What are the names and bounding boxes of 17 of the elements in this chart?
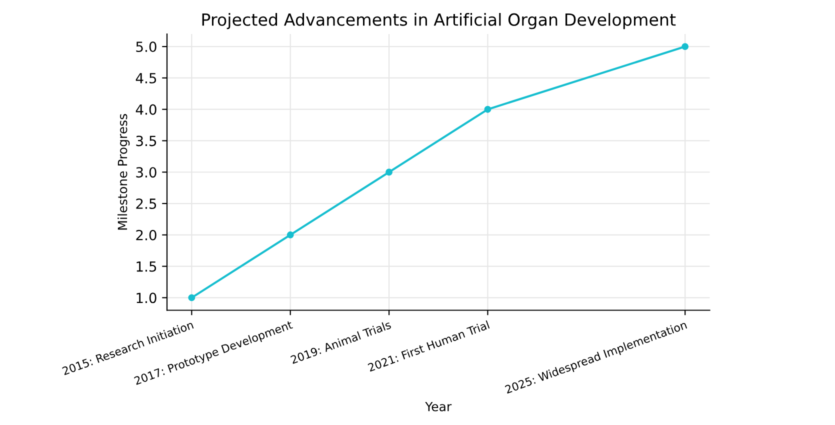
y-tick-label: 5.0 (136, 42, 156, 52)
y-tick-label: 1.5 (136, 261, 156, 272)
chart-title: Projected Advancements in Artificial Organ Development (202, 13, 676, 30)
point (682, 43, 689, 50)
y-axis-title: Milestone Progress (118, 114, 130, 230)
y-tick-label: 1.0 (136, 292, 156, 304)
y-tick-label: 3.0 (136, 167, 156, 178)
y-tick-label: 4.0 (136, 104, 156, 115)
y-tick-label: 3.5 (136, 136, 156, 146)
y-tick-label: 2.0 (136, 230, 156, 240)
point (484, 106, 492, 113)
x-axis-title: Year (425, 402, 452, 412)
point (386, 168, 393, 176)
point (188, 294, 196, 302)
y-tick-label: 4.5 (136, 73, 156, 84)
y-tick-label: 2.5 (136, 198, 156, 209)
point (286, 231, 294, 238)
